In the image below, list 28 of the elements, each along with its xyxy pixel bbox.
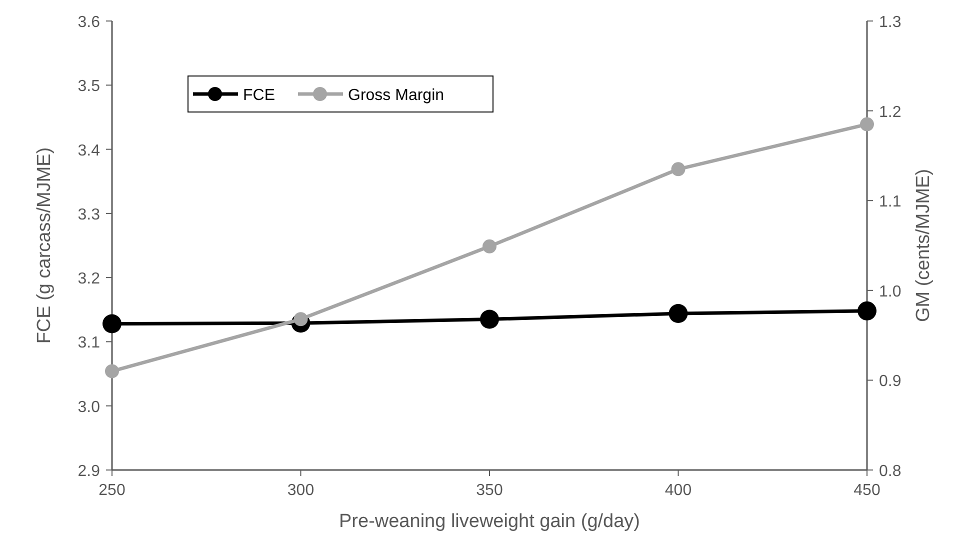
point — [860, 117, 874, 132]
x-tick-label: 350 — [476, 482, 503, 499]
y2-tick-label: 0.9 — [879, 373, 902, 390]
y-tick-label: 3.0 — [78, 398, 100, 416]
point — [671, 162, 686, 176]
y-tick-label: 3.6 — [78, 14, 100, 31]
legend-label: FCE — [243, 87, 275, 104]
y-tick-label: 3.5 — [78, 78, 100, 96]
y-axis-title: FCE (g carcass/MJME) — [34, 147, 55, 344]
point — [105, 364, 119, 378]
y2-tick-label: 1.1 — [879, 194, 902, 211]
y2-tick-label: 1.0 — [879, 283, 902, 300]
y-tick-label: 3.1 — [78, 334, 100, 352]
x-tick-label: 400 — [664, 482, 692, 499]
y-tick-label: 3.3 — [78, 206, 100, 224]
x-tick-label: 250 — [98, 482, 126, 499]
y-tick-label: 3.2 — [78, 270, 100, 288]
y-tick-label: 2.9 — [78, 463, 100, 480]
y2-axis-title: GM (cents/MJME) — [913, 168, 934, 322]
x-tick-label: 300 — [287, 482, 314, 499]
x-tick-label: 450 — [854, 482, 880, 499]
x-axis-title: Pre-weaning liveweight gain (g/day) — [339, 511, 640, 532]
y-tick-label: 3.4 — [78, 142, 100, 160]
point — [482, 239, 496, 254]
legend-label: Gross Margin — [348, 87, 444, 104]
y2-tick-label: 1.3 — [879, 14, 902, 31]
y2-tick-label: 0.8 — [879, 463, 902, 480]
y2-tick-label: 1.2 — [879, 104, 902, 121]
